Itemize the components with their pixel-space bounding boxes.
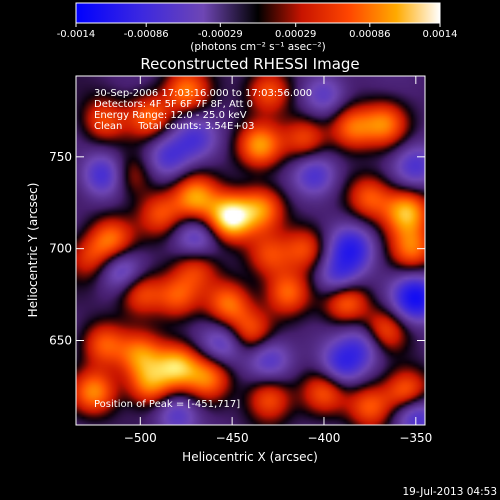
colorbar-tick-label: -0.0014: [57, 29, 96, 40]
x-tick-label: −450: [216, 431, 249, 445]
peak-position-label: Position of Peak = [-451,717]: [94, 399, 240, 410]
y-tick-label: 750: [49, 150, 72, 164]
colorbar-tick-label: -0.00029: [198, 29, 243, 40]
colorbar: [75, 2, 441, 24]
colorbar-tick-label: 0.00029: [275, 29, 316, 40]
heatmap-raster: [76, 76, 425, 425]
chart-title: Reconstructed RHESSI Image: [140, 55, 359, 73]
plot-frame: [75, 75, 426, 426]
annotation-block: 30-Sep-2006 17:03:16.000 to 17:03:56.000…: [94, 88, 312, 132]
timestamp: 19-Jul-2013 04:53: [402, 486, 497, 498]
x-axis-label: Heliocentric X (arcsec): [182, 450, 318, 464]
colorbar-ticks: -0.0014 -0.00086 -0.00029 0.00029 0.00086 0.0…: [57, 23, 458, 40]
x-tick-label: −400: [307, 431, 340, 445]
colorbar-unit-label: (photons cm⁻² s⁻¹ asec⁻²): [190, 41, 325, 53]
annotation-clean-counts: Clean Total counts: 3.54E+03: [94, 121, 254, 132]
annotation-energy-range: Energy Range: 12.0 - 25.0 keV: [94, 110, 247, 121]
annotation-detectors: Detectors: 4F 5F 6F 7F 8F, Att 0: [94, 99, 253, 110]
y-axis-label: Heliocentric Y (arcsec): [26, 183, 40, 318]
y-tick-label: 700: [49, 242, 72, 256]
colorbar-tick-label: 0.0014: [423, 29, 458, 40]
colorbar-tick-label: 0.00086: [349, 29, 390, 40]
axis-ticks: −500 −450 −400 −350 650 700 750: [49, 76, 432, 445]
heatmap-image: [76, 76, 425, 425]
y-tick-label: 650: [49, 334, 72, 348]
colorbar-tick-label: -0.00086: [124, 29, 169, 40]
annotation-time-range: 30-Sep-2006 17:03:16.000 to 17:03:56.000: [94, 88, 312, 99]
x-tick-label: −500: [124, 431, 157, 445]
x-tick-label: −350: [399, 431, 432, 445]
